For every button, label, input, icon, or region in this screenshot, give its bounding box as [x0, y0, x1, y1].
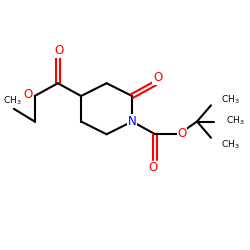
- Text: CH$_3$: CH$_3$: [226, 114, 245, 126]
- Text: CH$_3$: CH$_3$: [222, 138, 240, 151]
- Text: N: N: [128, 115, 136, 128]
- Text: O: O: [23, 88, 32, 101]
- Text: O: O: [177, 126, 186, 140]
- Text: O: O: [148, 162, 158, 174]
- Text: O: O: [153, 71, 162, 84]
- Text: O: O: [54, 44, 64, 57]
- Text: CH$_3$: CH$_3$: [222, 93, 240, 106]
- Text: CH$_3$: CH$_3$: [3, 94, 22, 107]
